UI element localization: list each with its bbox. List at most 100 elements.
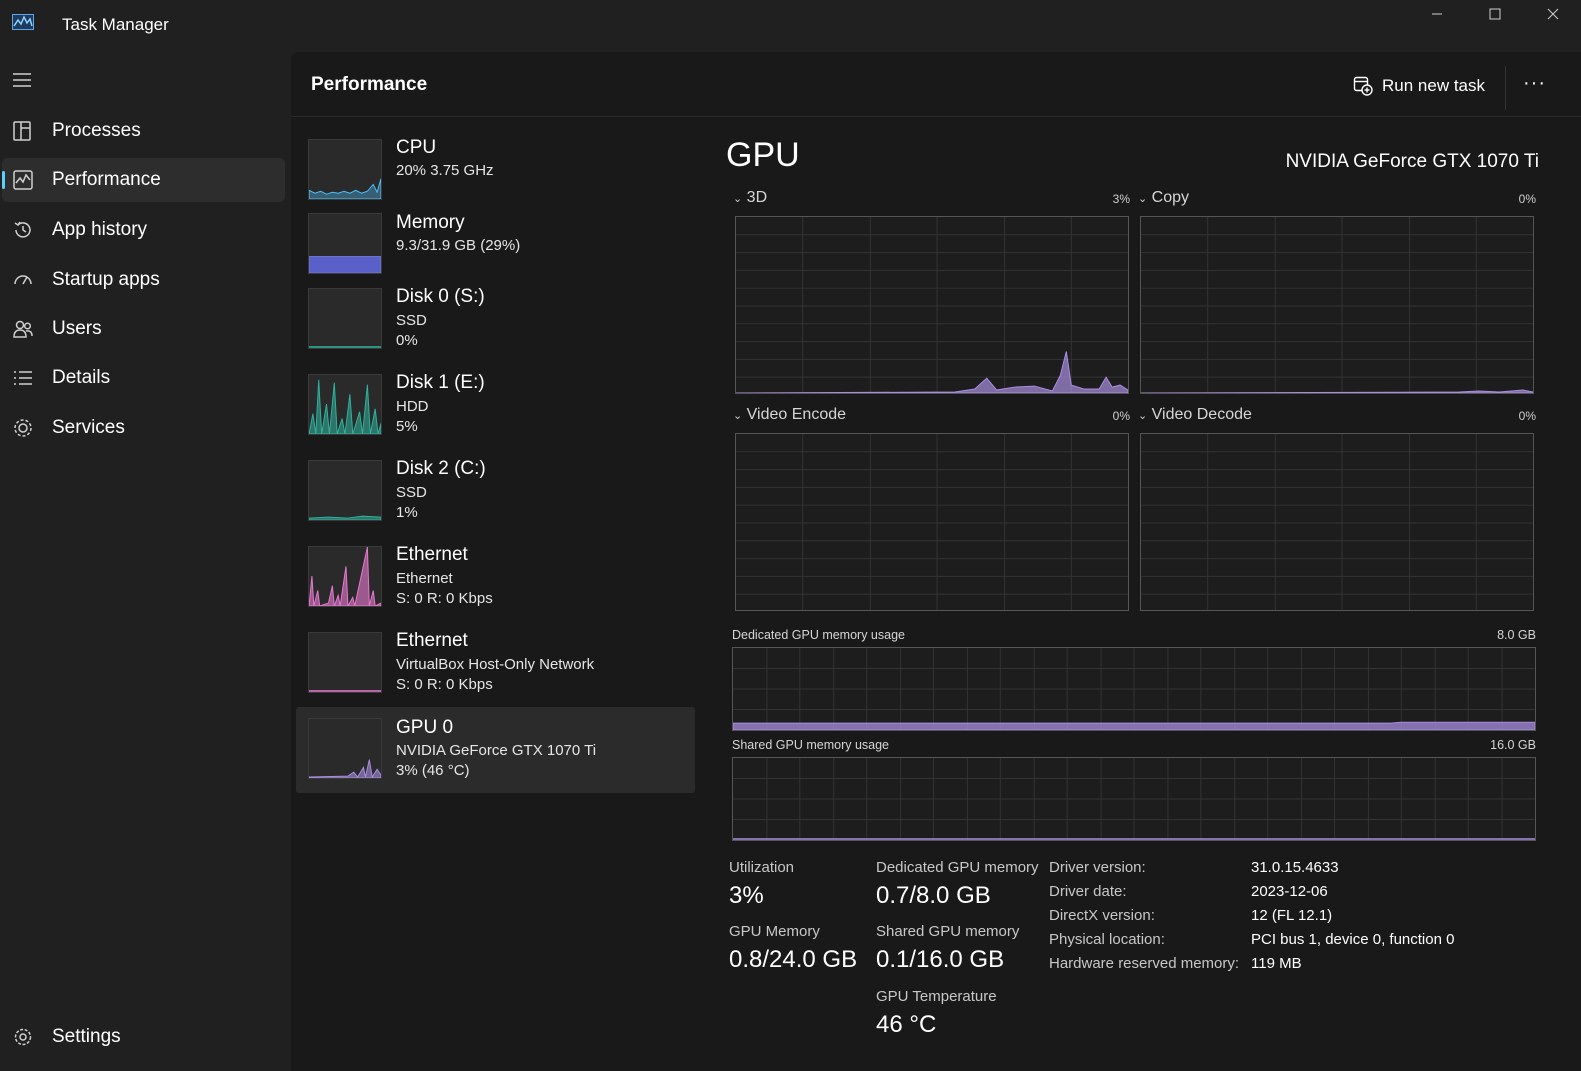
run-new-task-button[interactable]: Run new task: [1353, 72, 1485, 100]
startup-icon: [14, 275, 32, 285]
sidebar-item-users[interactable]: Users: [2, 307, 285, 351]
device-cpu[interactable]: CPU 20% 3.75 GHz: [296, 134, 695, 208]
main-panel: Performance Run new task ··· CPU 20% 3.7…: [291, 52, 1581, 1071]
device-disk-1[interactable]: Disk 1 (E:) HDD 5%: [296, 371, 695, 455]
engine-copy-selector[interactable]: ⌄ Copy: [1138, 189, 1189, 207]
chevron-down-icon: ⌄: [733, 193, 743, 205]
device-ethernet-1[interactable]: Ethernet Ethernet S: 0 R: 0 Kbps: [296, 543, 695, 627]
device-detail: SSD: [396, 484, 427, 501]
shared-memory-label: Shared GPU memory: [876, 923, 1020, 940]
gpu-memory-value: 0.8/24.0 GB: [729, 946, 858, 973]
maximize-button[interactable]: [1466, 0, 1524, 28]
disk-2-thumbnail-graph: [308, 460, 382, 521]
engine-video-encode-graph: [735, 433, 1129, 611]
engine-label: 3D: [746, 189, 768, 206]
engine-video-decode-graph: [1140, 433, 1534, 611]
engine-video-decode-selector[interactable]: ⌄ Video Decode: [1138, 406, 1252, 424]
sidebar-item-startup-apps[interactable]: Startup apps: [2, 258, 285, 302]
disk-1-thumbnail-graph: [308, 374, 382, 435]
engine-video-encode-selector[interactable]: ⌄ Video Encode: [733, 406, 846, 424]
directx-version-value: 12 (FL 12.1): [1251, 907, 1333, 924]
cpu-thumbnail-graph: [308, 139, 382, 200]
device-usage: 0%: [396, 332, 418, 349]
device-detail: 9.3/31.9 GB (29%): [396, 237, 521, 254]
detail-title: GPU: [726, 136, 800, 174]
sidebar-item-label: Details: [52, 367, 111, 388]
engine-label: Copy: [1151, 189, 1190, 206]
device-usage: 3% (46 °C): [396, 762, 470, 779]
device-name: Disk 0 (S:): [396, 286, 485, 307]
device-detail: VirtualBox Host-Only Network: [396, 656, 595, 673]
device-gpu-0[interactable]: GPU 0 NVIDIA GeForce GTX 1070 Ti 3% (46 …: [296, 707, 695, 793]
device-usage: 1%: [396, 504, 418, 521]
device-usage: 5%: [396, 418, 418, 435]
device-disk-2[interactable]: Disk 2 (C:) SSD 1%: [296, 457, 695, 541]
hamburger-menu-icon[interactable]: [12, 71, 32, 89]
maximize-icon: [1489, 8, 1501, 20]
hardware-reserved-memory-key: Hardware reserved memory:: [1049, 955, 1240, 972]
dedicated-memory-label: Dedicated GPU memory: [876, 859, 1039, 876]
users-icon: [13, 320, 33, 338]
device-name: Ethernet: [396, 544, 468, 565]
shared-memory-graph-max: 16.0 GB: [1490, 738, 1536, 752]
run-task-label: Run new task: [1382, 76, 1485, 95]
device-detail: Ethernet: [396, 570, 453, 587]
close-button[interactable]: [1524, 0, 1581, 28]
sidebar-item-settings[interactable]: Settings: [2, 1015, 285, 1059]
memory-thumbnail-graph: [308, 213, 382, 274]
device-detail: HDD: [396, 398, 429, 415]
sidebar-item-label: Performance: [52, 169, 161, 190]
device-detail: 20% 3.75 GHz: [396, 162, 494, 179]
sidebar-item-details[interactable]: Details: [2, 356, 285, 400]
engine-3d-selector[interactable]: ⌄ 3D: [733, 189, 767, 207]
shared-memory-graph-label: Shared GPU memory usage: [732, 738, 890, 752]
minimize-button[interactable]: [1408, 0, 1466, 28]
chevron-down-icon: ⌄: [733, 410, 743, 422]
minimize-icon: [1432, 13, 1442, 15]
device-usage: S: 0 R: 0 Kbps: [396, 590, 493, 607]
more-options-button[interactable]: ···: [1523, 72, 1546, 94]
gpu-temperature-label: GPU Temperature: [876, 988, 997, 1005]
processes-icon: [13, 121, 31, 141]
header-divider: [1505, 66, 1506, 110]
chevron-down-icon: ⌄: [1138, 193, 1148, 205]
driver-date-value: 2023-12-06: [1251, 883, 1328, 900]
device-name: Disk 1 (E:): [396, 372, 485, 393]
physical-location-value: PCI bus 1, device 0, function 0: [1251, 931, 1455, 948]
engine-copy-graph: [1140, 216, 1534, 394]
device-name: Ethernet: [396, 630, 468, 651]
services-icon: [14, 419, 32, 437]
sidebar-item-label: Users: [52, 318, 102, 339]
window-title: Task Manager: [62, 15, 169, 34]
settings-gear-icon: [14, 1028, 32, 1046]
engine-percent: 0%: [1518, 192, 1536, 206]
ethernet-thumbnail-graph: [308, 546, 382, 607]
sidebar-item-services[interactable]: Services: [2, 406, 285, 450]
gpu-thumbnail-graph: [308, 718, 382, 779]
shared-memory-graph: [732, 757, 1536, 841]
device-detail: NVIDIA GeForce GTX 1070 Ti: [396, 742, 597, 759]
task-manager-app-icon: [12, 14, 34, 30]
sidebar-item-performance[interactable]: Performance: [2, 158, 285, 202]
gpu-memory-label: GPU Memory: [729, 923, 820, 940]
driver-date-key: Driver date:: [1049, 883, 1127, 900]
device-memory[interactable]: Memory 9.3/31.9 GB (29%): [296, 209, 695, 283]
sidebar-item-processes[interactable]: Processes: [2, 109, 285, 153]
utilization-value: 3%: [729, 882, 764, 909]
chevron-down-icon: ⌄: [1138, 410, 1148, 422]
device-ethernet-2[interactable]: Ethernet VirtualBox Host-Only Network S:…: [296, 629, 695, 713]
device-disk-0[interactable]: Disk 0 (S:) SSD 0%: [296, 285, 695, 369]
performance-icon: [13, 170, 33, 190]
dedicated-memory-graph: [732, 647, 1536, 731]
hardware-reserved-memory-value: 119 MB: [1251, 955, 1302, 972]
engine-percent: 0%: [1112, 409, 1130, 423]
sidebar-item-app-history[interactable]: App history: [2, 208, 285, 252]
utilization-label: Utilization: [729, 859, 795, 876]
engine-percent: 3%: [1112, 192, 1130, 206]
disk-0-thumbnail-graph: [308, 288, 382, 349]
ethernet-virtualbox-thumbnail-graph: [308, 632, 382, 693]
device-name: CPU: [396, 137, 437, 158]
gpu-temperature-value: 46 °C: [876, 1011, 937, 1038]
device-name: GPU 0: [396, 717, 454, 738]
device-name: Disk 2 (C:): [396, 458, 486, 479]
